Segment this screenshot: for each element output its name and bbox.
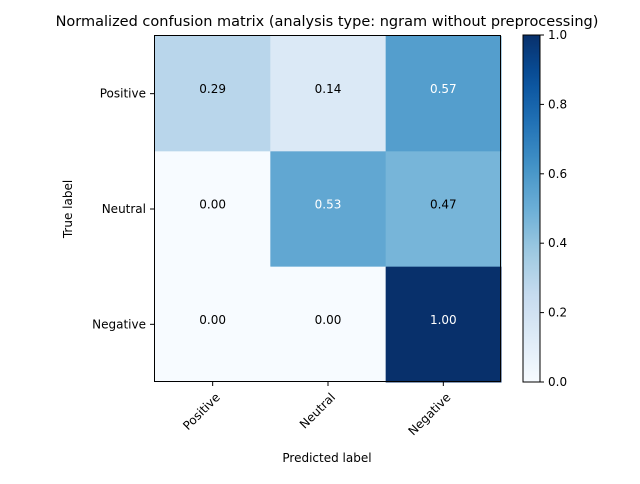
y-axis-label: True label <box>61 180 75 239</box>
cell-value-label: 0.53 <box>315 197 342 211</box>
heatmap-cell <box>270 36 387 152</box>
y-axis-ticks: Positive Neutral Negative <box>92 87 154 331</box>
heatmap-cells <box>155 36 502 383</box>
heatmap-cell <box>155 266 271 383</box>
cell-value-label: 0.00 <box>199 197 226 211</box>
heatmap-cell <box>385 36 502 152</box>
plot-frame <box>154 35 501 382</box>
colorbar-tick-label: 0.2 <box>548 306 567 320</box>
cell-value-label: 0.14 <box>315 82 342 96</box>
heatmap-cell <box>270 151 387 268</box>
heatmap-cell <box>155 36 271 152</box>
cell-value-label: 0.00 <box>199 313 226 327</box>
colorbar-tick-label: 0.0 <box>548 375 567 389</box>
heatmap-cell <box>385 151 502 268</box>
heatmap-cell-labels: 0.29 0.14 0.57 0.00 0.53 0.47 0.00 0.00 1.00 <box>199 82 456 327</box>
cell-value-label: 0.57 <box>430 82 457 96</box>
heatmap-cell <box>385 266 502 383</box>
cell-value-label: 0.00 <box>315 313 342 327</box>
y-tick-label: Negative <box>92 317 146 331</box>
heatmap-cell <box>155 151 271 268</box>
colorbar-tick-label: 1.0 <box>548 28 567 42</box>
heatmap-cell <box>270 266 387 383</box>
cell-value-label: 0.47 <box>430 197 457 211</box>
y-tick-label: Neutral <box>102 202 146 216</box>
colorbar-tick-label: 0.6 <box>548 167 567 181</box>
x-axis-label: Predicted label <box>282 451 371 465</box>
colorbar-tick-label: 0.4 <box>548 236 567 250</box>
chart-title: Normalized confusion matrix (analysis ty… <box>56 14 599 30</box>
cell-value-label: 0.29 <box>199 82 226 96</box>
colorbar-ticks: 0.0 0.2 0.4 0.6 0.8 1.0 <box>540 28 567 389</box>
colorbar <box>522 34 541 383</box>
y-tick-label: Positive <box>100 87 146 101</box>
cell-value-label: 1.00 <box>430 313 457 327</box>
colorbar-tick-label: 0.8 <box>548 97 567 111</box>
